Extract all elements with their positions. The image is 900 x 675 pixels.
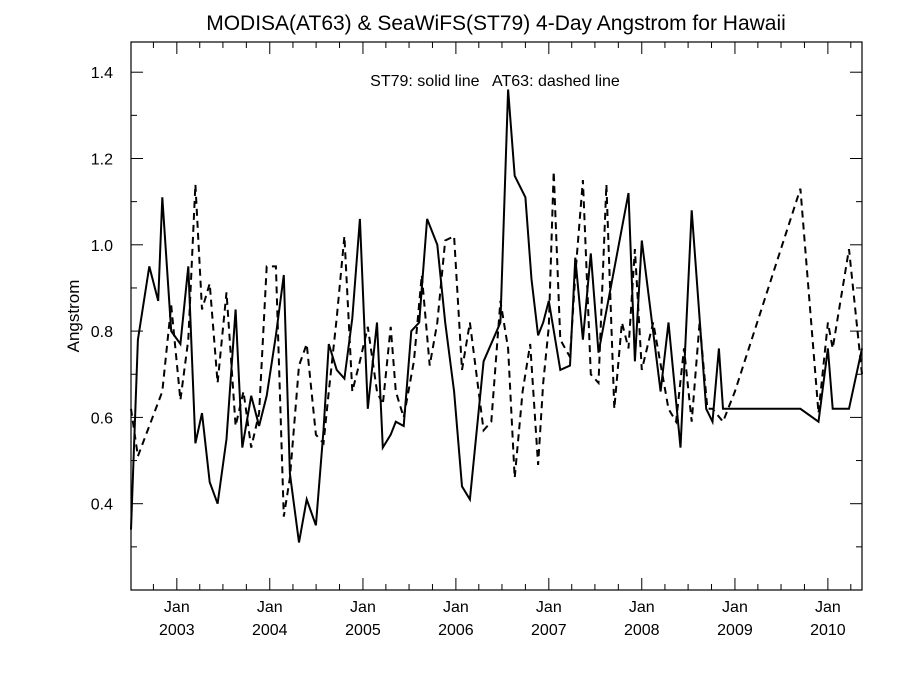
series-line-st79 [130, 89, 863, 543]
x-tick-label-year: 2008 [624, 622, 660, 639]
x-tick-label-year: 2010 [810, 622, 846, 639]
x-tick-label-year: 2009 [717, 622, 753, 639]
x-tick-label-month: Jan [443, 599, 469, 616]
plot-frame [130, 41, 863, 591]
y-tick-label: 1.0 [91, 238, 113, 255]
y-tick-label: 0.8 [91, 324, 113, 341]
x-tick-label-month: Jan [722, 599, 748, 616]
x-tick-label-month: Jan [257, 599, 283, 616]
x-tick-label-year: 2003 [159, 622, 195, 639]
x-tick-label-month: Jan [629, 599, 655, 616]
y-tick-label: 1.2 [91, 152, 113, 169]
chart-title: MODISA(AT63) & SeaWiFS(ST79) 4-Day Angst… [206, 12, 786, 35]
y-tick-label: 0.4 [91, 497, 113, 514]
x-tick-label-year: 2004 [252, 622, 288, 639]
axis-tick-labels: 0.4 0.6 0.8 1.0 1.2 1.4 Jan 2003 Jan 2004 Jan 2005 J… [91, 65, 846, 639]
y-tick-label: 0.6 [91, 410, 113, 427]
x-tick-label-month: Jan [350, 599, 376, 616]
x-tick-label-year: 2007 [531, 622, 567, 639]
axis-ticks [131, 42, 862, 590]
x-tick-label-month: Jan [536, 599, 562, 616]
x-tick-label-month: Jan [815, 599, 841, 616]
y-tick-label: 1.4 [91, 65, 113, 82]
x-tick-label-year: 2005 [345, 622, 381, 639]
series-line-at63 [130, 171, 863, 517]
y-axis-label: Angstrom [64, 280, 83, 353]
series-lines [130, 89, 863, 543]
legend-annotation: ST79: solid line AT63: dashed line [370, 73, 620, 90]
x-tick-label-year: 2006 [438, 622, 474, 639]
x-tick-label-month: Jan [164, 599, 190, 616]
